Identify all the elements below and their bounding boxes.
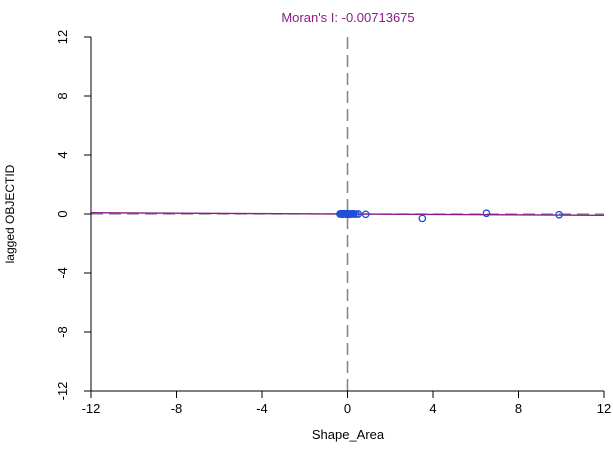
x-axis: -12 -8 -4 0 4 8 12 (82, 390, 611, 416)
x-tick-label: 8 (515, 401, 522, 416)
y-tick-label: -12 (55, 382, 70, 401)
x-tick-label: 4 (429, 401, 436, 416)
data-point (482, 209, 491, 218)
data-point (555, 210, 563, 219)
y-tick-label: 0 (55, 210, 70, 217)
y-tick-label: -8 (55, 326, 70, 338)
data-point (354, 210, 363, 218)
data-point (361, 210, 370, 219)
x-tick-label: 0 (344, 401, 351, 416)
y-axis-label: lagged OBJECTID (3, 164, 17, 263)
x-tick-label: 12 (597, 401, 611, 416)
y-tick-label: -4 (55, 267, 70, 279)
y-tick-label: 4 (55, 151, 70, 158)
y-tick-label: 8 (55, 92, 70, 99)
x-tick-label: -4 (256, 401, 268, 416)
data-point (418, 214, 427, 223)
y-axis: -12 -8 -4 0 4 8 12 (55, 30, 92, 401)
x-tick-label: -12 (82, 401, 101, 416)
y-tick-label: 12 (55, 30, 70, 44)
x-tick-label: -8 (171, 401, 183, 416)
plot-area (90, 37, 605, 391)
chart-title: Moran's I: -0.00713675 (281, 10, 414, 25)
x-axis-label: Shape_Area (312, 427, 385, 442)
